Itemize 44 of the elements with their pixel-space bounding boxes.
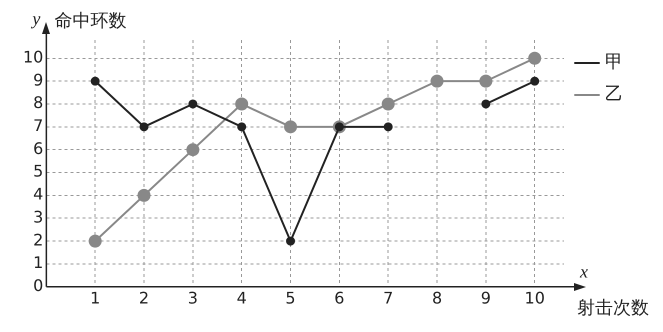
y-tick-label: 2 [33, 230, 44, 250]
x-tick-label: 8 [432, 288, 442, 308]
point [284, 120, 298, 134]
text: x [579, 262, 588, 282]
y-tick-label: 5 [33, 162, 44, 181]
x-tick-label: 10 [524, 288, 545, 308]
y-tick-label: 10 [23, 47, 44, 66]
point [237, 122, 246, 132]
x-tick-label: 4 [236, 288, 247, 308]
point [384, 122, 393, 132]
legend-label: 甲 [605, 52, 623, 73]
point [235, 97, 248, 110]
y-tick-label: 1 [33, 253, 44, 272]
y-tick-label: 9 [33, 70, 44, 90]
text: y [30, 8, 40, 29]
y-tick-label: 8 [33, 93, 44, 112]
x-tick-label: 1 [90, 288, 100, 308]
x-axis-title: 射击次数 [577, 297, 649, 318]
point [430, 74, 444, 88]
point [90, 76, 100, 86]
x-tick-label: 9 [480, 288, 491, 308]
point [286, 236, 296, 246]
x-tick-label: 3 [188, 288, 198, 308]
y-tick-label: 7 [33, 116, 44, 135]
point [188, 99, 198, 108]
point [528, 52, 542, 65]
y-axis-title: 命中环数 [54, 10, 126, 32]
y-tick-label: 0 [33, 276, 44, 295]
x-tick-label: 6 [334, 288, 344, 308]
x-tick-label: 2 [138, 288, 150, 308]
x-tick-label: 7 [383, 288, 394, 308]
point [530, 76, 540, 86]
point [479, 74, 492, 88]
y-tick-label: 6 [33, 138, 44, 158]
point [186, 143, 200, 156]
y-tick-label: 3 [33, 207, 44, 226]
point [138, 188, 151, 202]
point [140, 122, 149, 132]
y-tick-label: 4 [33, 184, 44, 204]
point [382, 97, 395, 110]
x-tick-label: 5 [285, 288, 296, 308]
point [88, 234, 102, 248]
legend-label: 乙 [605, 84, 623, 105]
point [481, 99, 490, 108]
